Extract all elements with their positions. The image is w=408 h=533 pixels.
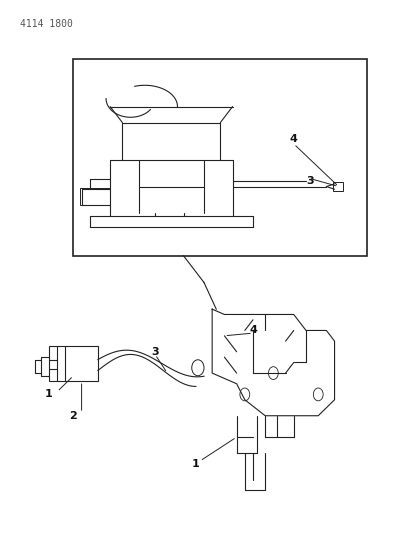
Bar [73,59,367,256]
Text: 3: 3 [151,347,159,357]
Text: 4: 4 [249,326,257,335]
Text: 3: 3 [306,176,314,186]
Text: 4114 1800: 4114 1800 [20,19,73,29]
Text: 1: 1 [192,459,200,469]
Bar [333,182,343,191]
Text: 2: 2 [70,411,77,421]
Bar [80,188,110,205]
Circle shape [192,360,204,376]
Text: 4: 4 [290,134,298,143]
Circle shape [268,367,278,379]
Circle shape [313,388,323,401]
FancyBboxPatch shape [49,346,98,381]
Circle shape [240,388,250,401]
Text: 1: 1 [45,390,53,399]
